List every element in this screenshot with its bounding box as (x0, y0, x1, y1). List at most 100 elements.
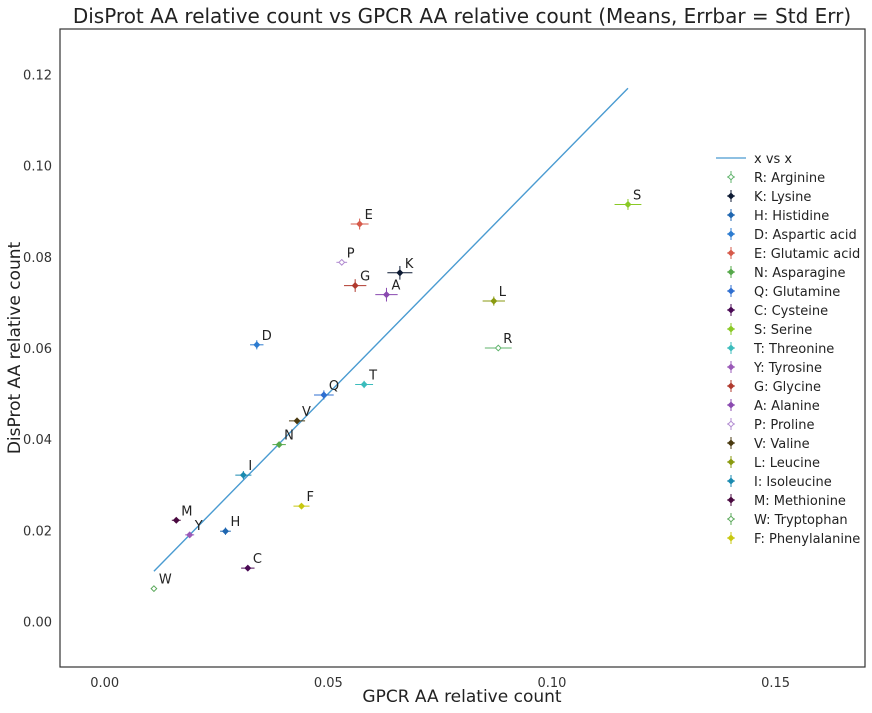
x-tick-label: 0.05 (314, 676, 343, 691)
legend-swatch-marker (727, 268, 735, 276)
y-tick-label: 0.02 (23, 524, 52, 539)
data-point-K (387, 265, 413, 280)
point-label-S: S (633, 188, 641, 203)
legend-entry: S: Serine (727, 323, 812, 338)
data-point-N (272, 441, 286, 449)
legend-label: x vs x (754, 152, 792, 167)
point-label-L: L (499, 285, 507, 300)
legend-entry: V: Valine (727, 437, 810, 452)
point-label-H: H (230, 515, 240, 530)
legend-label: Y: Tyrosine (753, 361, 822, 376)
y-tick-label: 0.10 (23, 160, 52, 175)
data-point-P (336, 258, 348, 266)
legend-label: N: Asparagine (754, 266, 846, 281)
legend-entry: M: Methionine (727, 494, 846, 509)
x-tick-label: 0.10 (537, 676, 566, 691)
point-label-E: E (365, 208, 373, 223)
data-point-S (614, 198, 642, 210)
legend-entry: D: Aspartic acid (727, 228, 857, 243)
point-marker (239, 471, 247, 479)
legend-label: Q: Glutamine (754, 285, 840, 300)
legend-label: E: Glutamic acid (754, 247, 860, 262)
data-point-E (350, 218, 369, 230)
point-label-Q: Q (329, 379, 339, 394)
point-label-R: R (503, 332, 512, 347)
legend-label: L: Leucine (754, 456, 820, 471)
legend-label: G: Glycine (754, 380, 821, 395)
point-marker (356, 220, 364, 228)
legend-entry: I: Isoleucine (727, 475, 832, 490)
y-tick-label: 0.04 (23, 433, 52, 448)
point-label-K: K (405, 257, 414, 272)
legend-swatch-marker (727, 420, 735, 428)
point-marker (320, 391, 328, 399)
chart-title: DisProt AA relative count vs GPCR AA rel… (73, 4, 851, 28)
legend: x vs x R: Arginine K: Lysine H: Histidine D:… (716, 152, 860, 547)
data-point-C (241, 564, 255, 572)
reference-line-group (153, 87, 629, 572)
point-marker (221, 527, 229, 535)
data-point-G (343, 279, 367, 292)
point-label-G: G (360, 270, 370, 285)
legend-label: F: Phenylalanine (754, 532, 860, 547)
point-marker (338, 258, 346, 266)
data-point-H (220, 527, 231, 535)
point-marker (396, 269, 404, 277)
legend-swatch-marker (727, 401, 735, 409)
legend-swatch-marker (727, 477, 735, 485)
x-tick-label: 0.15 (761, 676, 790, 691)
point-marker (351, 282, 359, 290)
x-tick-label: 0.00 (90, 676, 119, 691)
data-point-F (293, 502, 310, 510)
y-axis-label: DisProt AA relative count (5, 242, 25, 455)
legend-entry: F: Phenylalanine (727, 532, 860, 547)
point-label-I: I (248, 459, 252, 474)
y-tick-label: 0.12 (23, 69, 52, 84)
legend-label: P: Proline (754, 418, 814, 433)
point-marker (186, 531, 194, 539)
point-marker (297, 502, 306, 510)
data-point-R (484, 344, 512, 352)
point-label-V: V (302, 405, 311, 420)
legend-entry: H: Histidine (727, 209, 829, 224)
legend-label: K: Lysine (754, 190, 811, 205)
legend-entry: K: Lysine (727, 190, 811, 205)
point-marker (150, 585, 158, 593)
legend-swatch-marker (727, 344, 735, 352)
plot-frame (59, 28, 866, 668)
point-label-P: P (347, 246, 355, 261)
data-point-A (375, 287, 398, 302)
legend-entry: G: Glycine (727, 380, 821, 395)
point-label-C: C (253, 552, 262, 567)
legend-swatch-marker (727, 382, 735, 390)
point-label-M: M (181, 504, 192, 519)
data-point-I (235, 471, 252, 480)
legend-label: I: Isoleucine (754, 475, 832, 490)
legend-label: C: Cysteine (754, 304, 828, 319)
legend-label: A: Alanine (754, 399, 820, 414)
axis-ticks: 0.00 0.05 0.10 0.15 0.00 0.02 0.04 0.06 0.08 0.10… (23, 69, 790, 691)
legend-swatch-marker (727, 211, 735, 219)
legend-swatch-marker (727, 230, 735, 238)
point-marker (172, 516, 180, 524)
data-point-Q (314, 390, 334, 400)
point-label-N: N (284, 429, 294, 444)
data-point-T (355, 380, 374, 389)
reference-line (153, 87, 629, 572)
point-marker (490, 297, 498, 305)
legend-label: W: Tryptophan (754, 513, 848, 528)
data-point-D (250, 340, 264, 350)
legend-entry: P: Proline (727, 418, 814, 433)
legend-swatch-marker (727, 325, 735, 333)
y-tick-label: 0.06 (23, 342, 52, 357)
data-point-W (150, 585, 158, 593)
data-points (150, 198, 642, 593)
data-point-V (288, 417, 306, 425)
data-point-Y (185, 531, 195, 539)
legend-entry: R: Arginine (727, 171, 825, 186)
point-label-F: F (307, 490, 314, 505)
legend-swatch-marker (727, 458, 735, 466)
x-axis-label: GPCR AA relative count (362, 687, 561, 707)
legend-entry: Y: Tyrosine (727, 361, 822, 376)
y-tick-label: 0.00 (23, 615, 52, 630)
